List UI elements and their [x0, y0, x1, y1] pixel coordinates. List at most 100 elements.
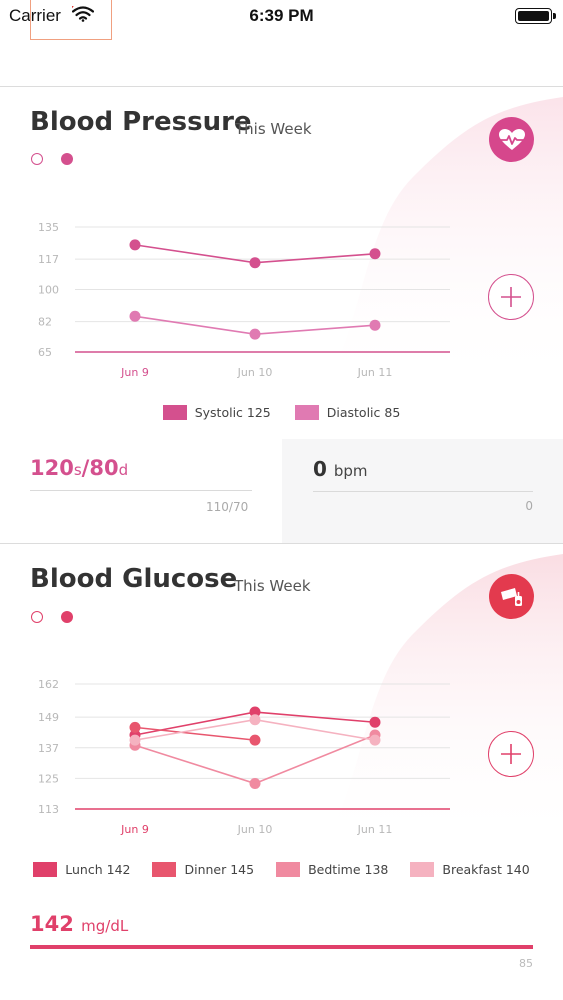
x-tick-label: Jun 10: [237, 366, 273, 379]
legend-label: Bedtime 138: [308, 862, 389, 877]
legend-item-bedtime: Bedtime 138: [276, 862, 388, 877]
data-point[interactable]: [249, 706, 261, 718]
x-tick-label: Jun 10: [237, 823, 273, 836]
glucose-number: 142: [30, 912, 74, 936]
x-tick-label: Jun 11: [357, 366, 393, 379]
x-tick-label: Jun 9: [120, 823, 149, 836]
y-tick-label: 82: [38, 316, 52, 329]
x-tick-label: Jun 11: [357, 823, 393, 836]
data-point[interactable]: [249, 734, 261, 746]
blood-pressure-reference: 110/70: [206, 500, 249, 514]
blood-pressure-value: 120s/80d: [30, 456, 128, 480]
blood-glucose-value: 142 mg/dL: [30, 912, 128, 936]
legend-swatch: [33, 862, 58, 877]
heart-rate-panel[interactable]: 0 bpm 0: [282, 439, 563, 543]
legend-swatch: [152, 862, 177, 877]
diastolic-value: 80: [89, 456, 119, 480]
blood-pressure-chart-svg: 135 117 100 82 65 Jun 9 Jun 10 Jun 11: [38, 221, 450, 379]
legend-item-breakfast: Breakfast 140: [410, 862, 530, 877]
systolic-value: 120: [30, 456, 74, 480]
battery-icon: [515, 8, 556, 24]
legend-item-lunch: Lunch 142: [33, 862, 130, 877]
legend-swatch: [410, 862, 435, 877]
series-line: [134, 726, 256, 741]
blood-glucose-chart-svg: 162 149 137 125 113 Jun 9 Jun 10 Jun 11: [38, 678, 450, 836]
blood-pressure-subtitle: This Week: [235, 120, 312, 138]
page-indicator-dot-active[interactable]: [61, 153, 73, 165]
legend-label: Breakfast 140: [442, 862, 530, 877]
debug-highlight-box: [30, 0, 112, 40]
y-tick-label: 162: [38, 678, 59, 691]
y-tick-label: 113: [38, 803, 59, 816]
blood-glucose-subtitle: This Week: [234, 577, 311, 595]
data-point[interactable]: [369, 734, 381, 746]
add-blood-pressure-button[interactable]: [488, 274, 534, 320]
legend-label: Diastolic 85: [326, 405, 401, 420]
data-point[interactable]: [369, 248, 381, 260]
heart-rate-value: 0 bpm: [313, 457, 368, 481]
blood-pressure-divider: [30, 490, 252, 491]
legend-swatch: [162, 405, 187, 420]
glucose-progress-bar: [30, 945, 533, 949]
y-tick-label: 135: [38, 221, 59, 234]
nav-divider: [0, 86, 563, 87]
y-tick-label: 65: [38, 346, 52, 359]
blood-pressure-reading[interactable]: 120s/80d: [30, 456, 128, 480]
legend-item-dinner: Dinner 145: [152, 862, 254, 877]
y-tick-label: 125: [38, 772, 59, 785]
legend-label: Lunch 142: [65, 862, 131, 877]
x-tick-label: Jun 9: [120, 366, 149, 379]
glucose-meter-icon: [489, 574, 534, 619]
plus-icon: [501, 287, 521, 307]
legend-swatch: [276, 862, 301, 877]
status-time: 6:39 PM: [249, 6, 314, 25]
y-tick-label: 117: [38, 253, 59, 266]
legend-label: Systolic 125: [194, 405, 271, 420]
blood-glucose-legend: Lunch 142 Dinner 145 Bedtime 138 Breakfa…: [0, 862, 563, 877]
heart-pulse-icon: [489, 117, 534, 162]
y-tick-label: 149: [38, 711, 59, 724]
legend-item-systolic: Systolic 125: [162, 405, 271, 420]
glucose-reference: 85: [519, 957, 533, 970]
glucose-unit: mg/dL: [81, 917, 129, 935]
blood-pressure-title: Blood Pressure: [30, 107, 252, 137]
data-point[interactable]: [369, 319, 381, 331]
blood-pressure-legend: Systolic 125 Diastolic 85: [0, 405, 563, 420]
data-point[interactable]: [129, 239, 141, 251]
page-indicator-dot[interactable]: [31, 611, 43, 623]
systolic-unit: s: [73, 461, 82, 479]
card-divider: [0, 543, 563, 544]
data-point[interactable]: [129, 734, 141, 746]
data-point[interactable]: [369, 716, 381, 728]
heart-rate-number: 0: [313, 457, 327, 481]
blood-glucose-title: Blood Glucose: [30, 564, 238, 594]
blood-pressure-chart: 135 117 100 82 65 Jun 9 Jun 10 Jun 11: [0, 217, 470, 387]
y-tick-label: 137: [38, 742, 59, 755]
separator: /: [81, 456, 90, 480]
legend-swatch: [294, 405, 319, 420]
legend-item-diastolic: Diastolic 85: [294, 405, 401, 420]
blood-glucose-chart: 162 149 137 125 113 Jun 9 Jun 10 Jun 11: [0, 674, 470, 844]
data-point[interactable]: [129, 310, 141, 322]
status-bar: Carrier 6:39 PM: [0, 0, 563, 40]
heart-rate-reference: 0: [525, 499, 533, 513]
blood-glucose-card[interactable]: Blood Glucose This Week 162 149 137 125 113 J…: [0, 544, 563, 1000]
heart-rate-divider: [313, 491, 533, 492]
data-point[interactable]: [249, 257, 261, 269]
legend-label: Dinner 145: [184, 862, 255, 877]
data-point[interactable]: [129, 721, 141, 733]
carrier-label: Carrier: [9, 6, 61, 25]
data-point[interactable]: [249, 777, 261, 789]
blood-pressure-card[interactable]: Blood Pressure This Week 135 117 100 82 65 Ju…: [0, 87, 563, 543]
page-indicator-dot[interactable]: [31, 153, 43, 165]
plus-icon: [501, 744, 521, 764]
data-point[interactable]: [249, 328, 261, 340]
heart-rate-unit: bpm: [333, 462, 368, 480]
page-indicator-dot-active[interactable]: [61, 611, 73, 623]
data-point[interactable]: [249, 714, 261, 726]
blood-glucose-reading[interactable]: 142 mg/dL: [30, 912, 128, 936]
diastolic-unit: d: [118, 461, 129, 479]
y-tick-label: 100: [38, 284, 59, 297]
glucose-progress-fill: [30, 945, 533, 949]
add-blood-glucose-button[interactable]: [488, 731, 534, 777]
